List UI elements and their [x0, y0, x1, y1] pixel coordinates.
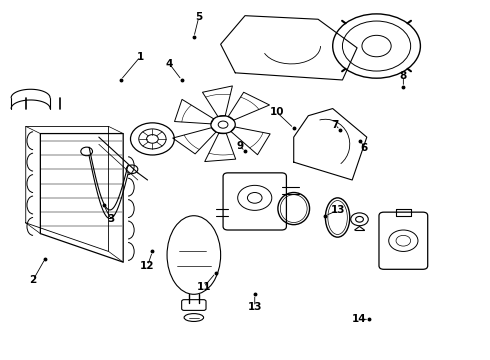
Text: 8: 8	[400, 71, 407, 81]
Text: 13: 13	[330, 205, 345, 215]
Text: 5: 5	[195, 13, 202, 22]
Text: 3: 3	[107, 214, 115, 224]
Text: 11: 11	[196, 282, 211, 292]
Text: 13: 13	[247, 302, 262, 312]
Text: 6: 6	[361, 143, 368, 153]
Text: 2: 2	[29, 275, 37, 285]
Text: 7: 7	[331, 120, 339, 130]
Text: 4: 4	[166, 59, 173, 69]
FancyBboxPatch shape	[182, 300, 206, 310]
Text: 10: 10	[270, 107, 284, 117]
Text: 12: 12	[140, 261, 155, 271]
Text: 1: 1	[137, 52, 144, 62]
Text: 14: 14	[352, 314, 367, 324]
Text: 9: 9	[237, 141, 244, 151]
